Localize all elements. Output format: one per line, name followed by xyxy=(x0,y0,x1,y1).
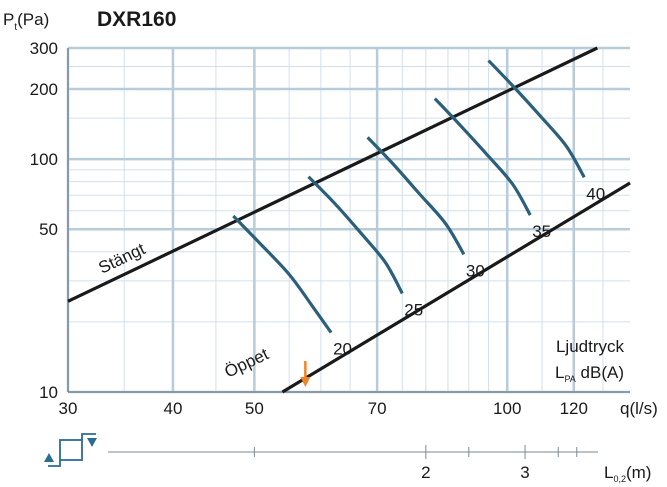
curve-label-35: 35 xyxy=(532,222,551,241)
secondary-tick-label: 3 xyxy=(520,463,529,482)
legend-unit: LPA dB(A) xyxy=(555,363,624,384)
damper-icon xyxy=(44,433,97,467)
curve-label-20: 20 xyxy=(333,340,352,359)
damper-outlet-arrow xyxy=(87,438,97,447)
curve-label-40: 40 xyxy=(586,184,605,203)
x-tick-label: 70 xyxy=(368,399,387,418)
x-tick-label: 120 xyxy=(560,399,588,418)
plot-frame xyxy=(67,48,630,393)
sound-curve-40 xyxy=(487,59,586,179)
x-axis-title: q(l/s) xyxy=(620,399,658,418)
sound-curves xyxy=(232,59,586,334)
damper-outlet-line xyxy=(81,433,96,440)
y-tick-label: 200 xyxy=(30,80,58,99)
boundary-line-open xyxy=(281,181,631,394)
y-tick-label: 10 xyxy=(39,383,58,402)
legend-title: Ljudtryck xyxy=(556,337,625,356)
sound-curve-35 xyxy=(433,97,532,216)
y-tick-label: 50 xyxy=(39,220,58,239)
y-tick-label: 300 xyxy=(30,39,58,58)
x-tick-label: 30 xyxy=(59,399,78,418)
curve-label-30: 30 xyxy=(466,261,485,280)
y-axis-title: Pt(Pa) xyxy=(3,10,49,33)
sound-curve-30 xyxy=(366,136,466,256)
x-tick-label: 40 xyxy=(163,399,182,418)
open-line-label: Öppet xyxy=(222,344,272,381)
secondary-axis: 2 3 L0,2(m) xyxy=(108,445,651,484)
secondary-axis-title: L0,2(m) xyxy=(604,463,651,484)
y-tick-label: 100 xyxy=(30,150,58,169)
sound-curve-25 xyxy=(307,175,404,295)
x-tick-label: 100 xyxy=(493,399,521,418)
damper-box xyxy=(59,439,83,461)
sound-curve-20 xyxy=(232,214,333,334)
boundary-lines xyxy=(67,46,631,394)
curve-label-25: 25 xyxy=(404,300,423,319)
chart-grid xyxy=(66,46,630,394)
chart-title: DXR160 xyxy=(97,8,176,31)
closed-line-label: Stängt xyxy=(96,239,149,277)
orange-arrow-marker xyxy=(300,361,311,387)
damper-inlet-arrow xyxy=(44,453,54,462)
x-tick-label: 50 xyxy=(245,399,264,418)
chart-labels: 20 25 30 35 40 30 40 50 70 100 120 10 50 100 200 300 q(l… xyxy=(3,8,658,418)
damper-inlet-line xyxy=(48,460,61,467)
boundary-line-closed xyxy=(67,46,598,303)
arrow-head xyxy=(300,377,311,387)
secondary-tick-label: 2 xyxy=(421,463,430,482)
